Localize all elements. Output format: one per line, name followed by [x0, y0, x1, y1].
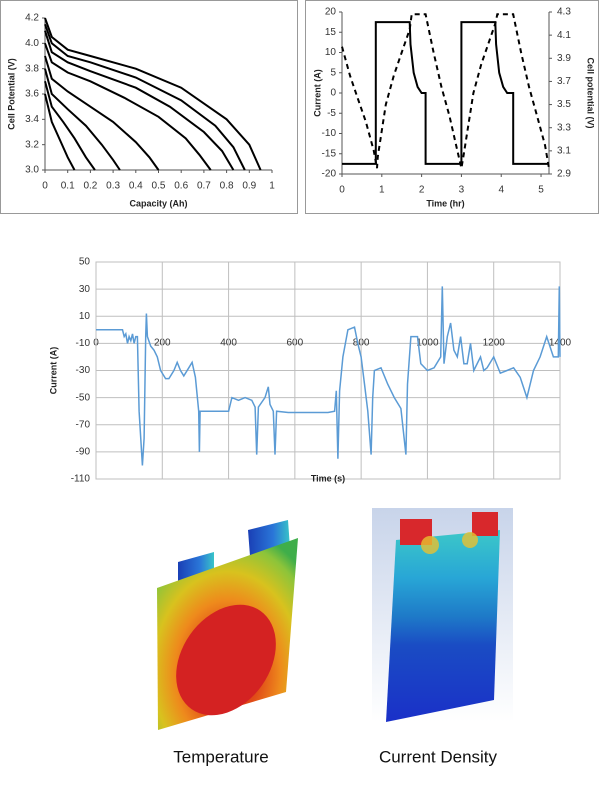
y-tick-label: -5	[327, 108, 336, 119]
x-tick-label: 0.9	[242, 181, 256, 192]
y-tick-label: 3.8	[25, 63, 39, 74]
y-tick-label: 50	[79, 257, 91, 268]
y2-tick-label: 4.1	[557, 30, 571, 41]
series-line	[44, 23, 246, 171]
x-axis-label: Time (hr)	[426, 198, 464, 208]
x-tick-label: 0.3	[106, 181, 120, 192]
series-line	[44, 42, 212, 171]
y-tick-label: 15	[325, 27, 337, 38]
y-axis-label: Current (A)	[48, 347, 58, 395]
x-tick-label: 0.6	[174, 181, 188, 192]
y2-tick-label: 3.9	[557, 53, 571, 64]
x-tick-label: 0.7	[197, 181, 211, 192]
series-line	[44, 17, 262, 171]
y-tick-label: -90	[76, 447, 91, 458]
series-line	[342, 21, 549, 165]
y2-tick-label: 3.5	[557, 99, 571, 110]
plot-frame	[95, 261, 561, 480]
y-tick-label: -10	[322, 128, 337, 139]
y-tick-label: 4.2	[25, 13, 39, 24]
y2-tick-label: 2.9	[557, 169, 571, 180]
x-axis-label: Time (s)	[311, 473, 345, 483]
y-tick-label: -30	[76, 365, 91, 376]
x-tick-label: 4	[498, 185, 504, 196]
y2-tick-label: 3.1	[557, 145, 571, 156]
y-tick-label: 10	[325, 47, 337, 58]
x-tick-label: 2	[419, 185, 425, 196]
caption: Current Density	[379, 747, 498, 766]
y-tick-label: -110	[71, 474, 91, 485]
x-tick-label: 0	[339, 185, 345, 196]
x-tick-label: 1	[379, 185, 385, 196]
y-tick-label: -10	[76, 338, 91, 349]
x-tick-label: 5	[538, 185, 544, 196]
y-tick-label: -15	[322, 148, 337, 159]
y-tick-label: 10	[79, 311, 91, 322]
x-tick-label: 0.4	[129, 181, 143, 192]
y2-tick-label: 3.7	[557, 76, 571, 87]
y-axis-label: Current (A)	[312, 69, 322, 117]
x-axis-label: Capacity (Ah)	[129, 198, 187, 208]
chart-frame	[0, 0, 298, 214]
y-tick-label: -70	[76, 419, 91, 430]
x-tick-label: 0.1	[61, 181, 75, 192]
y-tick-label: 3.2	[25, 139, 39, 150]
x-tick-label: 0.2	[83, 181, 97, 192]
y2-tick-label: 4.3	[557, 7, 571, 18]
y-axis-label: Cell Potential (V)	[6, 58, 16, 130]
y2-axis-label: Cell potential (V)	[586, 57, 596, 128]
series-line	[44, 55, 160, 171]
y-tick-label: 3.4	[25, 114, 39, 125]
x-tick-label: 1	[269, 181, 275, 192]
y-tick-label: 4.0	[25, 38, 39, 49]
series-line	[44, 68, 121, 171]
series-line	[44, 30, 235, 171]
current-density-render	[372, 508, 513, 722]
y-tick-label: 0	[330, 88, 336, 99]
x-tick-label: 0	[42, 181, 48, 192]
series-line	[341, 13, 550, 169]
caption: Temperature	[173, 747, 268, 766]
x-tick-label: 0.8	[220, 181, 234, 192]
y-tick-label: 3.0	[25, 165, 39, 176]
y2-tick-label: 3.3	[557, 122, 571, 133]
series-line	[96, 286, 561, 466]
y-tick-label: 20	[325, 7, 337, 18]
series-line	[44, 81, 96, 171]
y-tick-label: 5	[330, 67, 336, 78]
y-tick-label: 30	[79, 284, 91, 295]
chart-frame	[305, 0, 599, 214]
temperature-render	[157, 520, 298, 730]
y-tick-label: 3.6	[25, 89, 39, 100]
series-line	[44, 93, 76, 171]
y-tick-label: -20	[322, 169, 337, 180]
x-tick-label: 3	[459, 185, 465, 196]
x-tick-label: 0.5	[152, 181, 166, 192]
y-tick-label: -50	[76, 392, 91, 403]
